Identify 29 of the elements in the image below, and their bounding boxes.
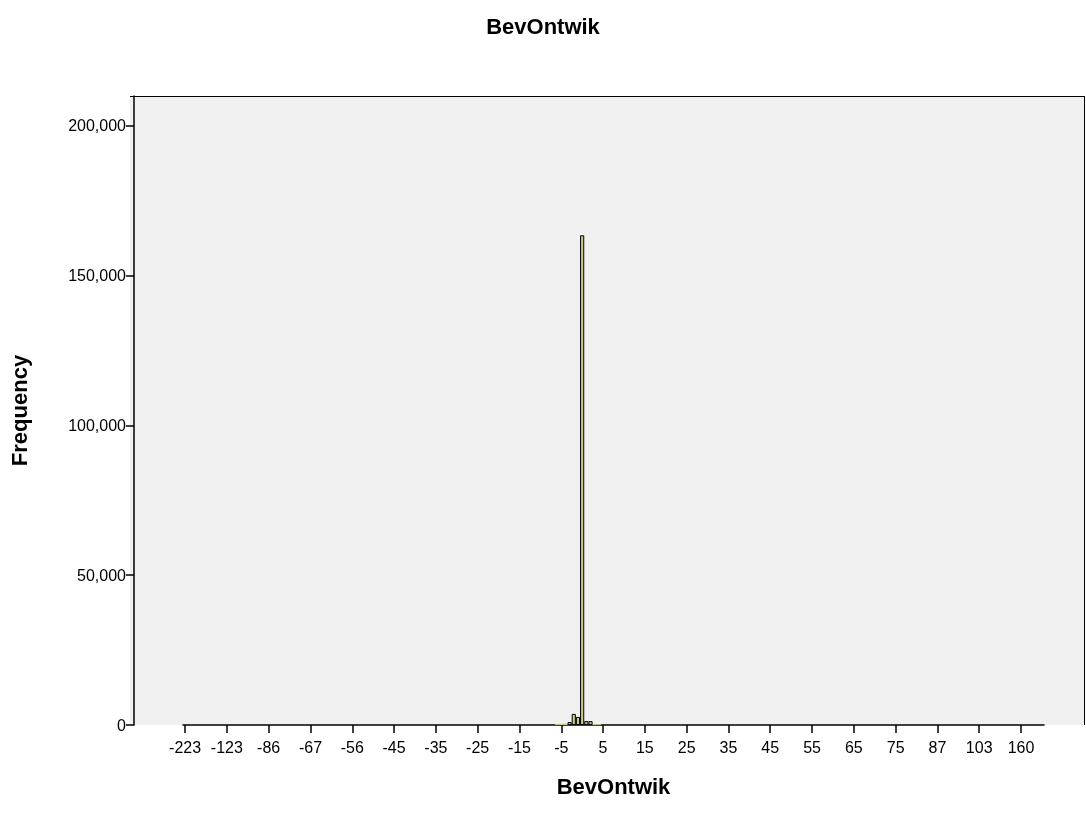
x-tick-label: 15 [635,738,654,756]
x-tick-label: -86 [257,738,281,756]
x-tick-label: -45 [382,738,406,756]
y-axis-title: Frequency [6,354,32,467]
x-tick-label: -35 [424,738,448,756]
x-tick-label: 45 [761,738,780,756]
x-tick-label: -25 [466,738,490,756]
x-tick-label: 103 [965,738,993,756]
chart-title: BevOntwik [486,13,601,39]
x-tick-label: 35 [719,738,738,756]
x-tick-label: -15 [507,738,532,756]
x-tick-label: -123 [210,738,243,756]
x-axis-title: BevOntwik [556,773,672,799]
y-tick-label: 0 [117,716,127,734]
x-tick-label: -56 [340,738,364,756]
x-tick-label: 75 [886,738,905,756]
y-tick-label: 50,000 [77,566,127,584]
y-tick-label: 100,000 [68,416,127,434]
x-tick-label: -5 [554,738,569,756]
x-tick-label: 65 [844,738,863,756]
y-tick-label: 200,000 [68,117,127,135]
x-tick-label: 25 [677,738,696,756]
x-tick-label: -67 [298,738,323,756]
x-tick-label: -223 [169,738,202,756]
x-tick-label: 55 [803,738,822,756]
x-tick-label: 87 [928,738,947,756]
x-tick-label: 160 [1007,738,1035,756]
x-tick-label: 5 [598,738,608,756]
y-tick-label: 150,000 [68,267,127,285]
